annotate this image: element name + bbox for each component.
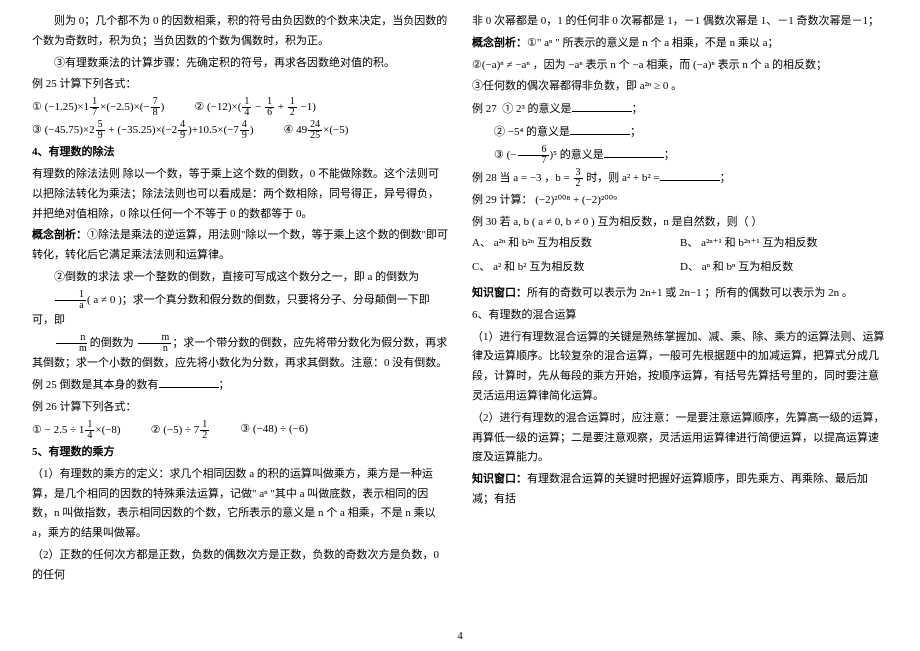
analysis-2c: 的倒数为 — [90, 337, 134, 349]
analysis-2-line: ②倒数的求法 求一个整数的倒数，直接可写成这个数分之一，即 a 的倒数为 — [32, 268, 448, 288]
rule-step-text: ③有理数乘法的计算步骤：先确定积的符号，再求各因数绝对值的积。 — [32, 54, 448, 74]
analysis-2a: ②倒数的求法 求一个整数的倒数，直接可写成这个数分之一，即 a 的倒数为 — [54, 271, 419, 283]
ex27-label: 例 27 — [472, 103, 497, 115]
analysis-head: 概念剖析： — [32, 229, 87, 241]
example-28: 例 28 当 a = −3 ，b = 32 时，则 a² + b² =； — [472, 168, 888, 189]
example-27: 例 27 ① 2³ 的意义是； — [472, 99, 888, 120]
example-25-title: 例 25 计算下列各式： — [32, 75, 448, 95]
division-heading: 4、有理数的除法 — [32, 143, 448, 163]
options-block: A、 a²ⁿ 和 b²ⁿ 互为相反数 B、 a²ⁿ⁺¹ 和 b²ⁿ⁺¹ 互为相反… — [472, 234, 888, 282]
ex27-3-pre: ③ — [494, 149, 504, 161]
blank-field — [159, 375, 219, 388]
example-25b: 例 25 倒数是其本身的数有； — [32, 375, 448, 396]
power-definition: （1）有理数的乘方的定义：求几个相同因数 a 的积的运算叫做乘方，乘方是一种运算… — [32, 465, 448, 544]
kw1-head: 知识窗口： — [472, 287, 527, 299]
right-analysis-1: ①" aⁿ " 所表示的意义是 n 个 a 相乘，不是 n 乘以 a； — [527, 37, 778, 49]
kw2-head: 知识窗口： — [472, 473, 527, 485]
formula-row-2: ③ (−45.75)×259 + (−35.25)×(−249)+10.5×(−… — [32, 120, 448, 141]
document-page: 则为 0；几个都不为 0 的因数相乘，积的符号由负因数的个数来决定，当负因数的个… — [0, 0, 920, 651]
analysis-frac-line-2: nm的倒数为 mn；求一个带分数的倒数，应先将带分数化为假分数，再求其倒数；求一… — [32, 333, 448, 374]
analysis-frac-line: 1a( a ≠ 0 )；求一个真分数和假分数的倒数，只要将分子、分母颠倒一下即可… — [32, 290, 448, 331]
right-column: 非 0 次幂都是 0，1 的任何非 0 次幂都是 1，－1 偶数次幂是 1、－1… — [460, 10, 900, 641]
ex28-mid: 时，则 a² + b² = — [586, 172, 659, 184]
blank-3 — [604, 145, 664, 158]
page-number: 4 — [457, 627, 463, 647]
knowledge-window-1: 知识窗口：所有的奇数可以表示为 2n+1 或 2n−1 ；所有的偶数可以表示为 … — [472, 284, 888, 304]
power-heading: 5、有理数的乘方 — [32, 443, 448, 463]
formula-7: ③ (−48) ÷ (−6) — [240, 420, 308, 441]
formula-5: ① − 2.5 ÷ 114×(−8) — [32, 420, 121, 441]
option-c: C、 a² 和 b² 互为相反数 — [472, 258, 680, 278]
ex27-3-post: 的意义是 — [560, 149, 604, 161]
right-analysis-3: ③任何数的偶次幂都得非负数，即 a²ⁿ ≥ 0 。 — [472, 77, 888, 97]
right-analysis-2: ②(−a)ⁿ ≠ −aⁿ ，因为 −aⁿ 表示 n 个 −a 相乘，而 (−a)… — [472, 56, 888, 76]
right-analysis: 概念剖析：①" aⁿ " 所表示的意义是 n 个 a 相乘，不是 n 乘以 a； — [472, 34, 888, 54]
formula-1: ① (−1.25)×117×(−2.5)×(−78) — [32, 97, 164, 118]
formula-row-3: ① − 2.5 ÷ 114×(−8) ② (−5) ÷ 712 ③ (−48) … — [32, 420, 448, 441]
blank-4 — [660, 168, 720, 181]
formula-6: ② (−5) ÷ 712 — [151, 420, 211, 441]
left-column: 则为 0；几个都不为 0 的因数相乘，积的符号由负因数的个数来决定，当负因数的个… — [20, 10, 460, 641]
formula-3: ③ (−45.75)×259 + (−35.25)×(−249)+10.5×(−… — [32, 120, 254, 141]
division-rule: 有理数的除法法则 除以一个数，等于乘上这个数的倒数，0 不能做除数。这个法则可以… — [32, 165, 448, 224]
ex27-line-3: ③ (−67)⁵ 的意义是； — [472, 145, 888, 166]
ex27-line-2: ② −5⁴ 的意义是； — [472, 122, 888, 143]
kw2-body: 有理数混合运算的关键时把握好运算顺序，即先乘方、再乘除、最后加减；有括 — [472, 473, 868, 505]
option-b: B、 a²ⁿ⁺¹ 和 b²ⁿ⁺¹ 互为相反数 — [680, 234, 888, 254]
rule-zero-text: 则为 0；几个都不为 0 的因数相乘，积的符号由负因数的个数来决定，当负因数的个… — [32, 12, 448, 52]
option-a: A、 a²ⁿ 和 b²ⁿ 互为相反数 — [472, 234, 680, 254]
mixed-rule-1: （1）进行有理数混合运算的关键是熟练掌握加、减、乘、除、乘方的运算法则、运算律及… — [472, 328, 888, 407]
ex28-pre: 例 28 当 a = −3 ，b = — [472, 172, 570, 184]
knowledge-window-2: 知识窗口：有理数混合运算的关键时把握好运算顺序，即先乘方、再乘除、最后加减；有括 — [472, 470, 888, 510]
mixed-heading: 6、有理数的混合运算 — [472, 306, 888, 326]
ex27-2: ② −5⁴ 的意义是 — [494, 126, 570, 138]
ex25b-text: 例 25 倒数是其本身的数有 — [32, 379, 159, 391]
right-analysis-head: 概念剖析： — [472, 37, 527, 49]
analysis-1: ①除法是乘法的逆运算，用法则"除以一个数，等于乘上这个数的倒数"即可转化，转化后… — [32, 229, 448, 261]
power-sign: （2）正数的任何次方都是正数，负数的偶数次方是正数，负数的奇数次方是负数，0 的… — [32, 546, 448, 586]
division-analysis: 概念剖析：①除法是乘法的逆运算，用法则"除以一个数，等于乘上这个数的倒数"即可转… — [32, 226, 448, 266]
option-d: D、 aⁿ 和 bⁿ 互为相反数 — [680, 258, 888, 278]
analysis-2b: ；求一个真分数和假分数的倒数，只要将分子、分母颠倒一下即可，即 — [32, 294, 430, 326]
kw1-body: 所有的奇数可以表示为 2n+1 或 2n−1 ；所有的偶数可以表示为 2n 。 — [527, 287, 853, 299]
ex27-1: ① 2³ 的意义是 — [502, 103, 571, 115]
example-30: 例 30 若 a, b ( a ≠ 0, b ≠ 0 ) 互为相反数，n 是自然… — [472, 213, 888, 233]
power-continuation: 非 0 次幂都是 0，1 的任何非 0 次幂都是 1，－1 偶数次幂是 1、－1… — [472, 12, 888, 32]
blank-1 — [572, 99, 632, 112]
formula-4: ④ 492425×(−5) — [284, 120, 349, 141]
formula-row-1: ① (−1.25)×117×(−2.5)×(−78) ② (−12)×(14 −… — [32, 97, 448, 118]
formula-2: ② (−12)×(14 − 16 + 12 −1) — [194, 97, 316, 118]
example-26-title: 例 26 计算下列各式： — [32, 398, 448, 418]
blank-2 — [570, 122, 630, 135]
example-29: 例 29 计算： (−2)²⁰⁰⁸ + (−2)²⁰⁰⁹ — [472, 191, 888, 211]
mixed-rule-2: （2）进行有理数的混合运算时，应注意：一是要注意运算顺序，先算高一级的运算，再算… — [472, 409, 888, 468]
